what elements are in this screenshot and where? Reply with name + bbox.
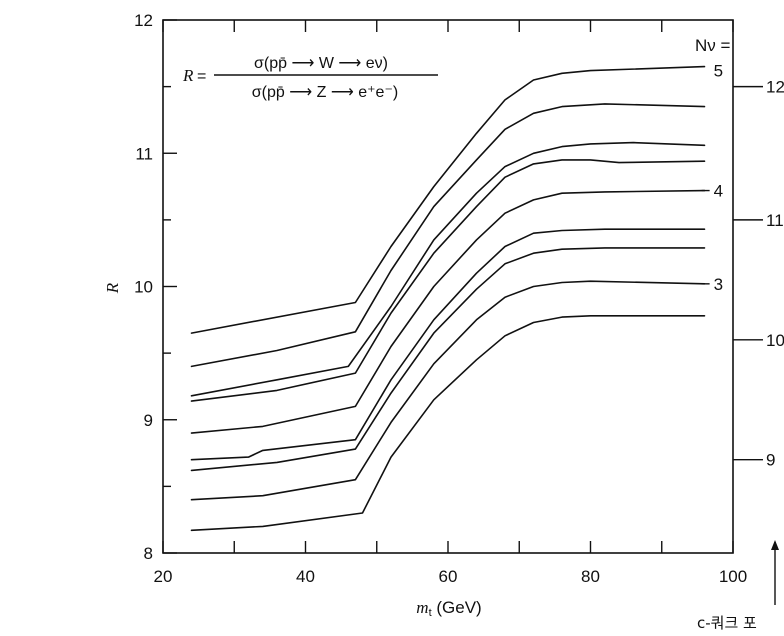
x-axis-label-sub: t xyxy=(429,607,432,619)
plot-frame xyxy=(162,19,734,554)
curve-label-5: 5 xyxy=(714,62,723,81)
right-tick-label-9: 9 xyxy=(766,451,775,470)
x-axis-ticks: 20 40 60 80 100 xyxy=(154,20,747,586)
series-line-2 xyxy=(190,103,706,368)
x-tick-label-80: 80 xyxy=(581,567,600,586)
y-tick-label-10: 10 xyxy=(134,278,153,297)
series-line-4 xyxy=(190,159,706,402)
series-line-6 xyxy=(190,228,706,461)
x-axis-label-unit: (GeV) xyxy=(432,598,482,617)
y-tick-label-12: 12 xyxy=(134,11,153,30)
right-tick-label-10: 10 xyxy=(766,331,784,350)
x-axis-label-main: m xyxy=(416,598,428,617)
right-axis-label: Nν = xyxy=(695,36,731,55)
x-tick-label-60: 60 xyxy=(439,567,458,586)
x-tick-label-40: 40 xyxy=(296,567,315,586)
series-line-7 xyxy=(190,247,706,472)
y-tick-label-11: 11 xyxy=(135,144,153,163)
right-axis: 12 11 10 9 xyxy=(733,78,784,470)
formula-numerator: σ(pp̄ ⟶ W ⟶ eν) xyxy=(254,55,388,72)
formula-lhs: R xyxy=(182,66,194,85)
right-tick-label-12: 12 xyxy=(766,78,784,97)
footnote-text: c-쿼크 포 xyxy=(697,614,757,632)
x-tick-label-20: 20 xyxy=(154,567,173,586)
x-tick-label-100: 100 xyxy=(719,567,747,586)
formula-denominator: σ(pp̄ ⟶ Z ⟶ e⁺e⁻) xyxy=(252,84,398,101)
curve-label-3: 3 xyxy=(714,275,723,294)
curve-labels: 5 4 3 xyxy=(701,62,723,294)
y-axis-label: R xyxy=(103,282,122,294)
y-tick-label-8: 8 xyxy=(144,544,153,563)
y-tick-label-9: 9 xyxy=(144,411,153,430)
series-line-1 xyxy=(190,65,706,334)
x-axis-label: mt (GeV) xyxy=(416,598,481,619)
formula-equals: = xyxy=(197,68,206,85)
ratio-formula: R = σ(pp̄ ⟶ W ⟶ eν) σ(pp̄ ⟶ Z ⟶ e⁺e⁻) xyxy=(182,55,438,101)
y-axis-ticks: 8 9 10 11 12 xyxy=(134,11,177,563)
footnote-arrow-head xyxy=(771,540,779,550)
series-line-5 xyxy=(190,189,706,434)
series-group xyxy=(190,65,706,532)
right-tick-label-11: 11 xyxy=(766,211,784,230)
series-line-3 xyxy=(190,141,706,397)
series-line-8 xyxy=(190,280,706,501)
curve-label-4: 4 xyxy=(714,182,723,201)
series-line-9 xyxy=(190,315,706,532)
